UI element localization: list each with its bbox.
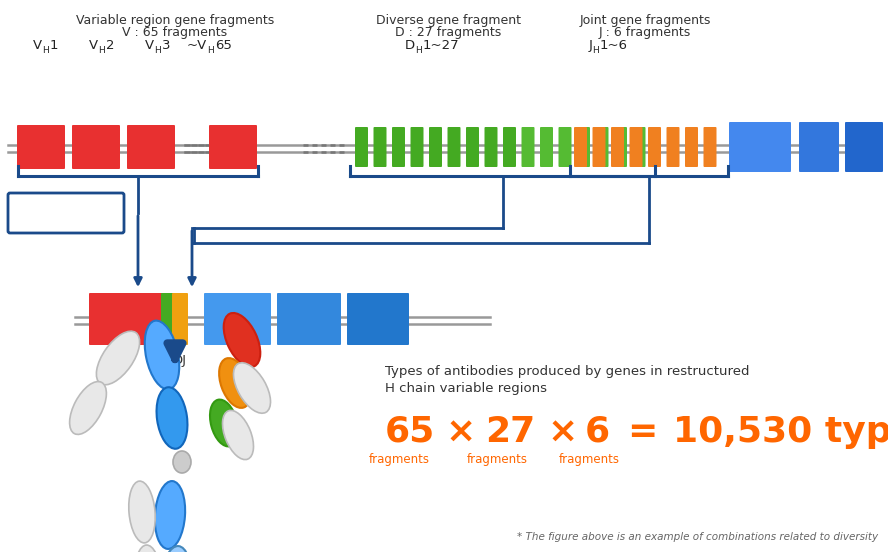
- FancyBboxPatch shape: [540, 127, 553, 167]
- Text: 3: 3: [162, 39, 170, 52]
- Text: Types of antibodies produced by genes in restructured: Types of antibodies produced by genes in…: [385, 365, 749, 378]
- FancyBboxPatch shape: [485, 127, 497, 167]
- FancyBboxPatch shape: [347, 293, 409, 345]
- FancyBboxPatch shape: [466, 127, 479, 167]
- FancyBboxPatch shape: [799, 122, 839, 172]
- Text: V: V: [89, 39, 98, 52]
- FancyBboxPatch shape: [574, 127, 587, 167]
- FancyBboxPatch shape: [72, 125, 120, 169]
- FancyBboxPatch shape: [161, 293, 174, 345]
- Ellipse shape: [219, 358, 251, 408]
- Text: ~V: ~V: [186, 39, 207, 52]
- Text: V : 65 fragments: V : 65 fragments: [123, 26, 227, 39]
- Ellipse shape: [97, 331, 139, 385]
- Text: H chain variable regions: H chain variable regions: [385, 382, 547, 395]
- Text: J: J: [588, 39, 592, 52]
- Ellipse shape: [224, 313, 260, 367]
- Text: 10,530 types: 10,530 types: [673, 415, 888, 449]
- Text: 65: 65: [215, 39, 232, 52]
- Ellipse shape: [135, 545, 161, 552]
- FancyBboxPatch shape: [632, 127, 646, 167]
- FancyBboxPatch shape: [703, 127, 717, 167]
- Text: Restructuring: Restructuring: [24, 206, 108, 220]
- FancyBboxPatch shape: [8, 193, 124, 233]
- FancyBboxPatch shape: [355, 127, 368, 167]
- Text: 2: 2: [106, 39, 115, 52]
- Text: ×: ×: [445, 415, 475, 449]
- FancyBboxPatch shape: [209, 125, 257, 169]
- Text: 1: 1: [50, 39, 59, 52]
- Ellipse shape: [173, 451, 191, 473]
- FancyBboxPatch shape: [577, 127, 590, 167]
- Text: Variable region gene fragments: Variable region gene fragments: [75, 14, 274, 27]
- FancyBboxPatch shape: [614, 127, 627, 167]
- FancyBboxPatch shape: [127, 125, 175, 169]
- Text: Joint gene fragments: Joint gene fragments: [579, 14, 710, 27]
- FancyBboxPatch shape: [17, 125, 65, 169]
- Text: H: H: [42, 46, 49, 55]
- FancyBboxPatch shape: [374, 127, 386, 167]
- Text: =: =: [627, 415, 657, 449]
- Text: H: H: [207, 46, 214, 55]
- FancyBboxPatch shape: [172, 293, 188, 345]
- FancyBboxPatch shape: [685, 127, 698, 167]
- Text: ×: ×: [547, 415, 577, 449]
- Text: Diverse gene fragment: Diverse gene fragment: [376, 14, 520, 27]
- Text: D : 27 fragments: D : 27 fragments: [395, 26, 501, 39]
- Text: V: V: [145, 39, 154, 52]
- FancyBboxPatch shape: [503, 127, 516, 167]
- FancyBboxPatch shape: [648, 127, 661, 167]
- Text: H: H: [415, 46, 422, 55]
- FancyBboxPatch shape: [729, 122, 791, 172]
- Text: H: H: [98, 46, 105, 55]
- FancyBboxPatch shape: [667, 127, 679, 167]
- Text: 1~6: 1~6: [600, 39, 628, 52]
- FancyBboxPatch shape: [89, 293, 163, 345]
- Ellipse shape: [69, 381, 107, 434]
- FancyBboxPatch shape: [204, 293, 271, 345]
- FancyBboxPatch shape: [410, 127, 424, 167]
- FancyBboxPatch shape: [392, 127, 405, 167]
- Text: fragments: fragments: [559, 453, 620, 466]
- FancyBboxPatch shape: [277, 293, 341, 345]
- Ellipse shape: [129, 481, 155, 543]
- Ellipse shape: [234, 363, 271, 413]
- Ellipse shape: [161, 546, 191, 552]
- Text: * The figure above is an example of combinations related to diversity: * The figure above is an example of comb…: [517, 532, 878, 542]
- Text: 6: 6: [585, 415, 610, 449]
- Text: V: V: [122, 354, 131, 367]
- FancyBboxPatch shape: [596, 127, 608, 167]
- FancyBboxPatch shape: [559, 127, 572, 167]
- Text: D: D: [405, 39, 415, 52]
- Text: V: V: [33, 39, 42, 52]
- FancyBboxPatch shape: [448, 127, 461, 167]
- Text: H: H: [154, 46, 161, 55]
- FancyBboxPatch shape: [630, 127, 643, 167]
- Ellipse shape: [156, 388, 187, 449]
- Ellipse shape: [210, 400, 238, 447]
- Text: 1~27: 1~27: [423, 39, 460, 52]
- Ellipse shape: [155, 481, 186, 549]
- Text: DJ: DJ: [173, 354, 187, 367]
- FancyBboxPatch shape: [521, 127, 535, 167]
- FancyBboxPatch shape: [592, 127, 606, 167]
- Ellipse shape: [223, 410, 253, 460]
- Text: 27: 27: [485, 415, 535, 449]
- FancyBboxPatch shape: [429, 127, 442, 167]
- FancyBboxPatch shape: [611, 127, 624, 167]
- Ellipse shape: [145, 321, 179, 389]
- Text: J : 6 fragments: J : 6 fragments: [599, 26, 691, 39]
- Text: 65: 65: [385, 415, 435, 449]
- FancyBboxPatch shape: [845, 122, 883, 172]
- Text: fragments: fragments: [369, 453, 430, 466]
- Text: fragments: fragments: [466, 453, 527, 466]
- Text: H: H: [592, 46, 599, 55]
